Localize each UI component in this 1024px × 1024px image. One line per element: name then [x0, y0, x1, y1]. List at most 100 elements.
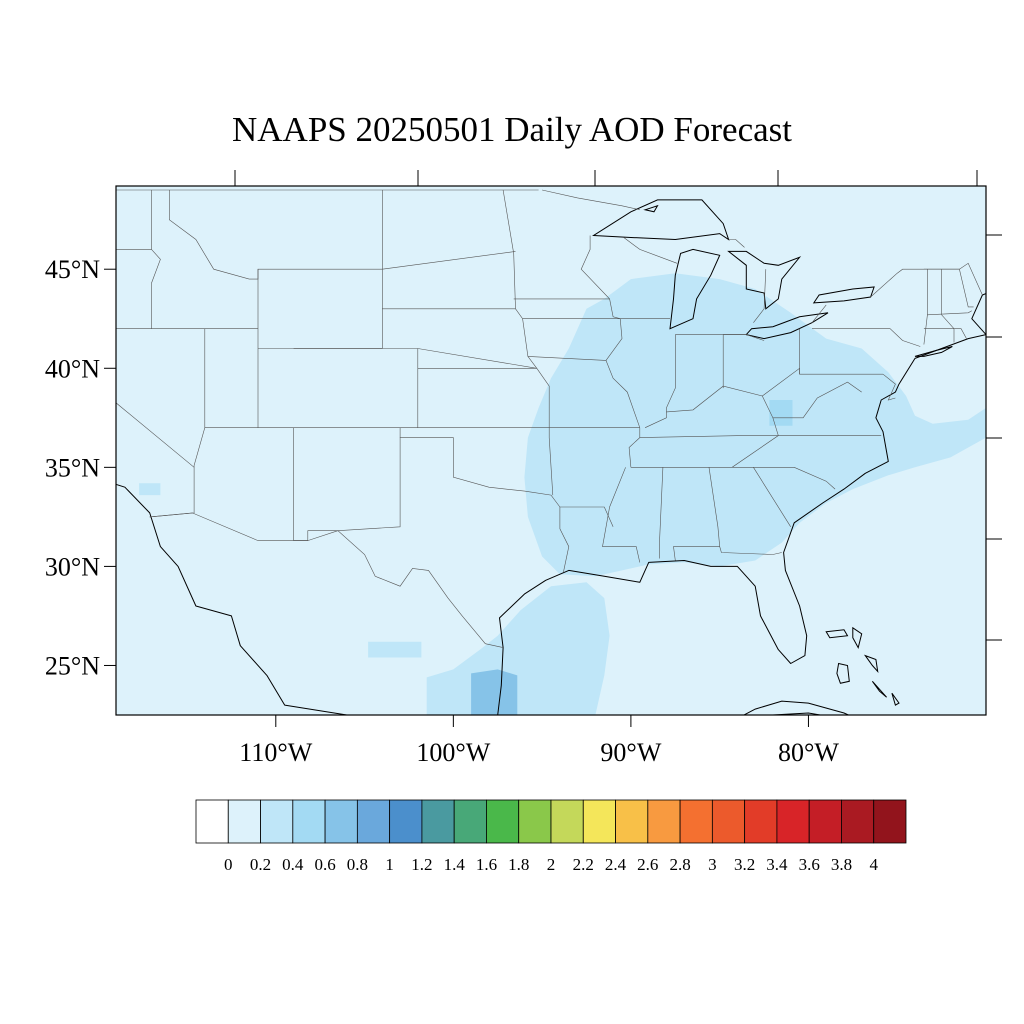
- state-line: [772, 381, 862, 419]
- island-outline: [871, 680, 887, 698]
- colorbar-swatch: [711, 799, 746, 844]
- state-line: [559, 507, 570, 573]
- state-line: [559, 506, 614, 527]
- colorbar-swatch: [227, 799, 261, 844]
- great-lake-outline: [592, 199, 730, 241]
- colorbar-label: 1.2: [411, 855, 432, 874]
- colorbar-swatch: [260, 799, 294, 844]
- colorbar-swatch: [292, 799, 326, 844]
- aod-region: [139, 483, 161, 496]
- map-title: NAAPS 20250501 Daily AOD Forecast: [232, 110, 792, 149]
- aod-region: [769, 400, 793, 426]
- state-line: [923, 328, 967, 339]
- colorbar-swatch: [421, 799, 455, 844]
- lon-tick-label: 110°W: [239, 738, 312, 767]
- aod-shading: [139, 273, 986, 715]
- island-outline: [891, 692, 900, 706]
- colorbar-swatch: [615, 799, 649, 844]
- colorbar-label: 2: [547, 855, 556, 874]
- state-line: [628, 427, 641, 468]
- state-line: [753, 466, 836, 490]
- colorbar-label: 2.4: [605, 855, 627, 874]
- map-area: [116, 186, 986, 715]
- colorbar-label: 0: [224, 855, 233, 874]
- colorbar-swatch: [582, 799, 616, 844]
- colorbar-swatch: [356, 799, 391, 844]
- colorbar-label: 3.2: [734, 855, 755, 874]
- colorbar-swatch: [744, 799, 778, 844]
- state-line: [548, 427, 554, 496]
- colorbar-swatch: [550, 799, 584, 844]
- state-line: [602, 467, 641, 563]
- great-lake-outline: [745, 312, 829, 340]
- lon-tick-label: 90°W: [600, 738, 661, 767]
- state-line: [116, 249, 152, 250]
- colorbar-label: 1.8: [508, 855, 529, 874]
- colorbar-swatch: [808, 799, 842, 844]
- state-line: [762, 367, 800, 397]
- state-line: [941, 269, 955, 343]
- state-line: [580, 235, 621, 319]
- lon-tick-label: 100°W: [416, 738, 490, 767]
- great-lake-outline: [669, 248, 721, 330]
- great-lake-outline: [812, 286, 875, 304]
- colorbar-label: 1: [385, 855, 394, 874]
- state-line: [959, 269, 974, 308]
- state-line: [623, 237, 678, 264]
- colorbar-label: 1.4: [444, 855, 466, 874]
- colorbar-label: 4: [869, 855, 878, 874]
- axis-ticks: 45°N 40°N 35°N 30°N 25°N 110°W 100°W 90°W 80°W: [45, 170, 1002, 767]
- colorbar-swatch: [776, 799, 810, 844]
- island-outline: [742, 700, 850, 715]
- aod-region: [471, 669, 518, 715]
- colorbar-label: 0.4: [282, 855, 304, 874]
- map-frame: [115, 185, 987, 716]
- island-outline: [852, 626, 863, 649]
- colorbar-label: 1.6: [476, 855, 497, 874]
- state-line: [811, 304, 827, 323]
- colorbar-label: 3.6: [799, 855, 820, 874]
- lon-tick-label: 80°W: [778, 738, 839, 767]
- lat-tick-label: 30°N: [45, 552, 100, 581]
- state-line: [605, 318, 623, 361]
- colorbar-label: 2.6: [637, 855, 658, 874]
- state-line: [639, 435, 779, 438]
- colorbar-swatch: [486, 799, 520, 844]
- lat-tick-label: 35°N: [45, 453, 100, 482]
- lat-tick-label: 40°N: [45, 354, 100, 383]
- state-line: [382, 251, 516, 270]
- colorbar-label: 3.4: [766, 855, 788, 874]
- state-line: [151, 190, 161, 329]
- state-line: [882, 373, 896, 401]
- colorbar-swatch: [324, 799, 358, 844]
- colorbar-swatch: [647, 799, 681, 844]
- colorbar-swatch: [518, 799, 552, 844]
- colorbar-swatch: [679, 799, 713, 844]
- great-lake-outline: [727, 250, 802, 310]
- aod-region: [368, 641, 422, 658]
- colorbar-swatch: [453, 799, 487, 844]
- state-line: [812, 328, 921, 347]
- state-line: [502, 189, 550, 428]
- island-outline: [825, 629, 849, 639]
- state-line: [753, 269, 767, 323]
- state-line: [799, 328, 883, 375]
- colorbar-label: 3.8: [831, 855, 852, 874]
- state-line: [658, 467, 664, 559]
- colorbar-swatch: [841, 799, 875, 844]
- colorbar: 0 0.2 0.4 0.6 0.8 1 1.2 1.4 1.6 1.8 2 2.2 2.4 2.6 2.8 3…: [195, 799, 907, 874]
- colorbar-label: 2.2: [573, 855, 594, 874]
- colorbar-swatch: [389, 799, 423, 844]
- island-outline: [643, 204, 659, 213]
- aod-region: [524, 273, 986, 577]
- lat-tick-label: 25°N: [45, 651, 100, 680]
- lat-tick-label: 45°N: [45, 255, 100, 284]
- state-line: [719, 546, 782, 555]
- state-boundaries: [116, 189, 983, 648]
- state-line: [723, 334, 765, 341]
- state-line: [666, 385, 779, 436]
- island-outline: [836, 662, 850, 684]
- state-line: [927, 310, 972, 316]
- colorbar-swatch: [195, 799, 229, 844]
